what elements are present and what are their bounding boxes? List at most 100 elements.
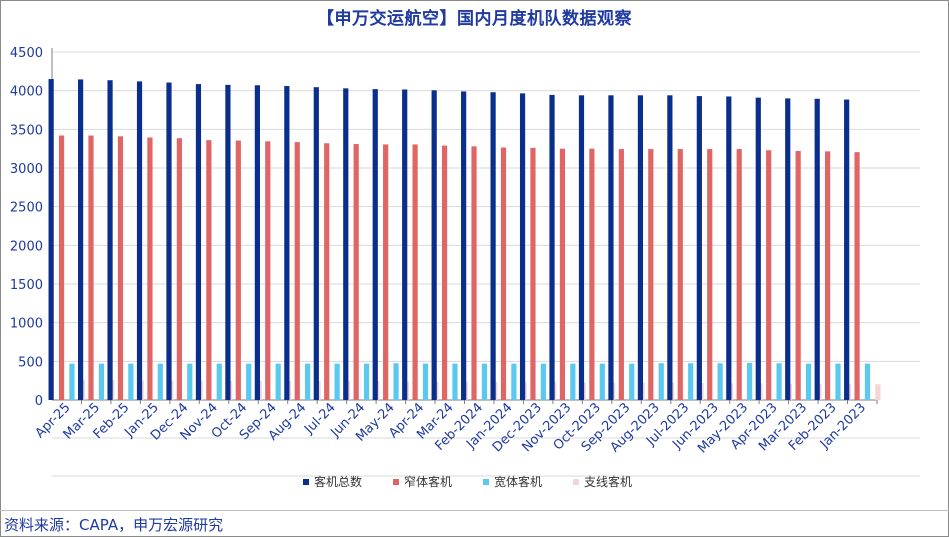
bar-3 [776, 363, 782, 400]
bar-1 [48, 79, 54, 401]
y-tick-label: 1500 [10, 278, 43, 293]
bar-3 [305, 363, 311, 400]
bar-2 [559, 148, 566, 400]
bar-3 [452, 363, 458, 400]
bar-2 [825, 151, 831, 400]
legend-label: 宽体客机 [494, 474, 542, 489]
bar-2 [117, 136, 124, 400]
bar-3 [157, 363, 163, 400]
bar-1 [608, 95, 614, 400]
bar-1 [578, 95, 585, 400]
legend-swatch [393, 479, 399, 485]
bar-3 [275, 363, 281, 400]
bar-2 [353, 144, 359, 400]
y-tick-label: 1000 [10, 317, 43, 332]
bar-3 [599, 363, 605, 400]
y-tick-label: 3500 [10, 123, 43, 138]
bar-1 [254, 85, 260, 401]
bar-3 [393, 363, 399, 400]
bar-1 [726, 96, 732, 400]
bar-1 [814, 98, 820, 400]
bar-3 [805, 363, 812, 400]
bar-1 [402, 89, 408, 401]
bar-2 [206, 140, 212, 400]
y-tick-label: 2500 [10, 201, 43, 216]
bar-2 [235, 140, 241, 400]
bar-1 [372, 89, 378, 401]
bar-1 [490, 92, 496, 401]
bar-3 [511, 363, 517, 400]
bar-2 [147, 137, 153, 400]
bar-1 [519, 93, 526, 400]
bar-2 [441, 145, 448, 400]
bar-1 [667, 95, 673, 400]
legend-label: 窄体客机 [404, 474, 452, 489]
bar-1 [136, 81, 143, 401]
bar-1 [696, 96, 702, 400]
y-tick-label: 2000 [10, 239, 43, 254]
legend-label: 支线客机 [584, 474, 632, 489]
bar-3 [629, 363, 635, 400]
bar-3 [69, 363, 75, 400]
bar-4 [875, 384, 881, 400]
bar-2 [589, 148, 595, 400]
bar-3 [570, 363, 576, 400]
legend-swatch [483, 479, 489, 485]
bar-3 [98, 363, 104, 400]
bar-3 [363, 363, 370, 400]
bar-3 [835, 363, 841, 400]
bar-1 [343, 88, 349, 400]
bar-2 [618, 149, 624, 400]
bar-1 [785, 98, 791, 401]
bar-1 [284, 86, 290, 400]
bar-3 [540, 363, 546, 400]
bar-3 [658, 363, 664, 400]
bar-1 [166, 82, 172, 401]
y-tick-label: 3000 [10, 162, 43, 177]
bar-3 [481, 363, 488, 400]
bar-3 [128, 363, 134, 400]
bar-2 [265, 141, 271, 400]
bar-1 [637, 95, 644, 400]
footer-separator [0, 510, 949, 511]
bar-3 [717, 363, 723, 400]
bar-2 [854, 152, 860, 400]
bar-2 [176, 138, 182, 400]
bar-3 [422, 363, 429, 400]
bar-2 [294, 142, 300, 401]
bar-2 [795, 150, 801, 400]
bar-2 [412, 144, 418, 400]
bar-2 [500, 147, 507, 400]
bar-2 [471, 146, 477, 400]
bar-1 [549, 94, 555, 401]
y-tick-label: 0 [35, 394, 43, 409]
legend-swatch [573, 479, 579, 485]
bar-3 [747, 362, 753, 400]
bar-1 [431, 90, 437, 400]
bar-3 [688, 363, 694, 400]
bar-1 [313, 87, 319, 400]
bar-2 [383, 144, 389, 400]
bar-3 [864, 363, 871, 400]
bar-3 [187, 363, 193, 400]
bar-2 [324, 143, 330, 400]
bar-1 [77, 79, 84, 400]
bar-2 [88, 135, 94, 400]
bar-1 [461, 91, 467, 400]
chart-title: 【申万交运航空】国内月度机队数据观察 [317, 9, 632, 29]
bar-1 [195, 84, 202, 401]
bar-1 [107, 80, 113, 400]
bar-2 [707, 149, 713, 400]
source-note: 资料来源：CAPA，申万宏源研究 [4, 516, 224, 534]
legend-swatch [303, 479, 309, 485]
bar-2 [58, 135, 65, 400]
bar-2 [530, 147, 536, 400]
bar-2 [736, 149, 742, 400]
bar-1 [225, 84, 231, 400]
bar-2 [677, 149, 683, 400]
bar-3 [334, 363, 340, 400]
y-tick-label: 4500 [10, 46, 43, 61]
bar-2 [766, 150, 772, 400]
bar-1 [755, 97, 761, 401]
bar-2 [648, 149, 654, 400]
